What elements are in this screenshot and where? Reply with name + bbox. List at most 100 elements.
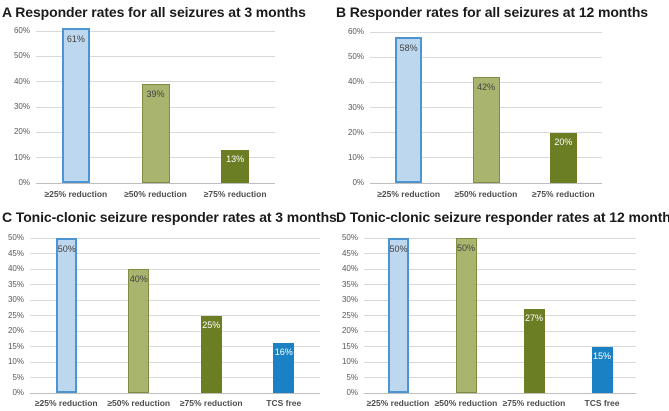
gridline [364,346,636,347]
bar: 39% [141,84,170,183]
gridline [30,253,320,254]
y-tick-label: 40% [347,77,364,87]
y-tick-label: 0% [12,388,24,397]
panel-b-plot-area: 58% 42% 20% [370,31,602,184]
x-axis-line [364,392,636,394]
gridline [364,377,636,378]
panel-a: A Responder rates for all seizures at 3 … [0,0,334,205]
panel-d-plot-area: 50% 50% 27% 15% [364,237,636,394]
y-tick-label: 60% [13,26,30,35]
category-label: TCS free [584,398,620,408]
gridline [30,268,320,270]
y-tick-label: 45% [341,248,358,258]
bar-value-label: 16% [274,347,293,358]
bar-value-label: 39% [146,89,165,100]
bar: 15% [591,346,613,393]
gridline [36,81,275,83]
gridline [364,284,636,285]
bar: 50% [455,238,477,393]
category-label: ≥50% reduction [434,398,498,408]
category-label: ≥75% reduction [203,189,267,199]
bar-value-label: 40% [129,274,148,284]
gridline [30,361,320,363]
category-label: ≥75% reduction [502,398,566,408]
bar-value-label: 61% [66,34,85,45]
bar: 50% [387,238,409,393]
y-tick-label: 40% [13,76,30,86]
y-tick-label: 50% [7,233,24,242]
y-tick-label: 20% [13,127,30,137]
gridline [30,330,320,332]
panel-a-title: A Responder rates for all seizures at 3 … [2,4,306,20]
y-tick-label: 50% [347,52,364,62]
bar-value-label: 15% [592,350,611,361]
y-tick-label: 50% [341,233,358,242]
y-tick-label: 35% [341,279,358,289]
y-tick-label: 35% [7,279,24,289]
bar: 25% [200,315,222,393]
gridline [30,346,320,347]
gridline [370,56,602,58]
gridline [364,361,636,363]
bar: 61% [61,28,90,183]
bar-value-label: 50% [456,243,475,253]
bar: 58% [395,37,423,183]
y-tick-label: 40% [7,264,24,273]
gridline [30,377,320,378]
x-axis-line [30,392,320,394]
category-label: ≥75% reduction [531,189,595,199]
bar-value-label: 25% [202,319,221,330]
y-tick-label: 60% [347,27,364,36]
gridline [364,330,636,332]
gridline [30,284,320,285]
y-tick-label: 10% [347,152,364,162]
y-tick-label: 20% [7,326,24,335]
y-tick-label: 15% [341,341,358,351]
bar-value-label: 27% [524,313,543,324]
y-tick-label: 10% [341,357,358,366]
y-tick-label: 15% [7,341,24,351]
bar: 27% [523,309,545,393]
gridline [30,299,320,301]
y-tick-label: 25% [341,310,358,320]
gridline [370,31,602,33]
category-label: ≥75% reduction [179,398,243,408]
panel-b: B Responder rates for all seizures at 12… [334,0,669,205]
panel-d-title: D Tonic-clonic seizure responder rates a… [336,209,669,225]
panel-d: D Tonic-clonic seizure responder rates a… [334,205,669,411]
panel-a-plot-area: 61% 39% 13% [36,28,275,184]
category-label: ≥25% reduction [366,398,430,408]
bar-value-label: 13% [226,154,245,165]
y-tick-label: 25% [7,310,24,320]
y-tick-label: 10% [7,357,24,366]
category-label: ≥50% reduction [454,189,518,199]
gridline [36,55,275,57]
y-tick-label: 45% [7,248,24,258]
gridline [364,299,636,301]
gridline [30,315,320,316]
bar-value-label: 20% [554,136,573,147]
y-tick-label: 10% [13,152,30,162]
y-tick-label: 5% [12,372,24,382]
bar: 20% [549,132,577,183]
bar: 13% [221,150,250,183]
bar: 40% [128,269,150,393]
y-tick-label: 50% [13,51,30,61]
category-label: ≥25% reduction [377,189,441,199]
bar-value-label: 42% [476,82,495,93]
category-label: ≥50% reduction [124,189,187,199]
y-tick-label: 5% [346,372,358,382]
y-tick-label: 20% [341,326,358,335]
gridline [364,253,636,254]
bar: 42% [472,77,500,183]
gridline [36,30,275,32]
y-tick-label: 40% [341,264,358,273]
gridline [364,315,636,316]
y-tick-label: 0% [352,178,364,187]
bar-value-label: 50% [389,244,408,254]
category-label: ≥25% reduction [44,189,108,199]
category-label: ≥50% reduction [107,398,171,408]
x-axis-line [36,182,275,184]
y-tick-label: 30% [13,102,30,111]
